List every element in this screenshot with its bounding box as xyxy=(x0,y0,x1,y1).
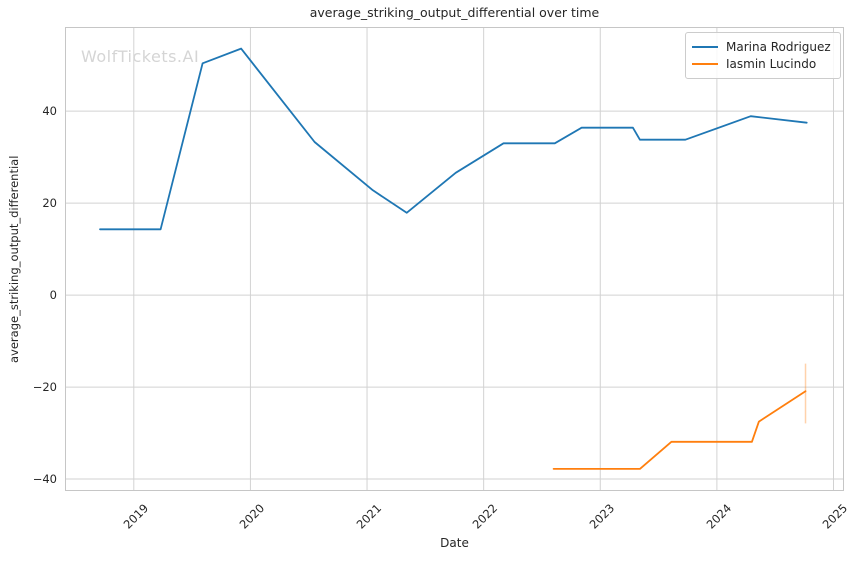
y-axis-label: average_striking_output_differential xyxy=(7,155,21,363)
series-line-iasmin-lucindo xyxy=(552,390,807,470)
legend-line-swatch xyxy=(692,46,718,48)
legend-item-iasmin-lucindo: Iasmin Lucindo xyxy=(692,56,834,72)
legend: Marina Rodriguez Iasmin Lucindo xyxy=(685,32,841,79)
x-tick-label: 2023 xyxy=(586,501,618,532)
legend-label: Iasmin Lucindo xyxy=(726,57,817,71)
x-tick-label: 2019 xyxy=(120,501,151,532)
y-tick-label: 40 xyxy=(42,104,57,119)
legend-label: Marina Rodriguez xyxy=(726,40,831,54)
y-tick-label: 0 xyxy=(49,288,57,303)
x-tick-label: 2025 xyxy=(819,501,851,532)
plot-area xyxy=(65,27,844,491)
y-tick-label: −20 xyxy=(32,380,57,395)
y-tick-label: 20 xyxy=(42,196,57,211)
x-axis-label: Date xyxy=(440,536,469,550)
y-tick-label: −40 xyxy=(32,472,57,487)
watermark: WolfTickets.AI xyxy=(81,47,200,66)
legend-line-swatch xyxy=(692,63,718,65)
series-line-marina-rodriguez xyxy=(99,47,808,231)
chart-title: average_striking_output_differential ove… xyxy=(309,5,600,20)
x-tick-label: 2021 xyxy=(353,501,384,532)
legend-item-marina-rodriguez: Marina Rodriguez xyxy=(692,39,834,55)
plot-border xyxy=(65,27,844,491)
x-tick-label: 2022 xyxy=(469,501,501,532)
x-tick-label: 2024 xyxy=(703,501,734,532)
x-tick-label: 2020 xyxy=(236,501,268,532)
